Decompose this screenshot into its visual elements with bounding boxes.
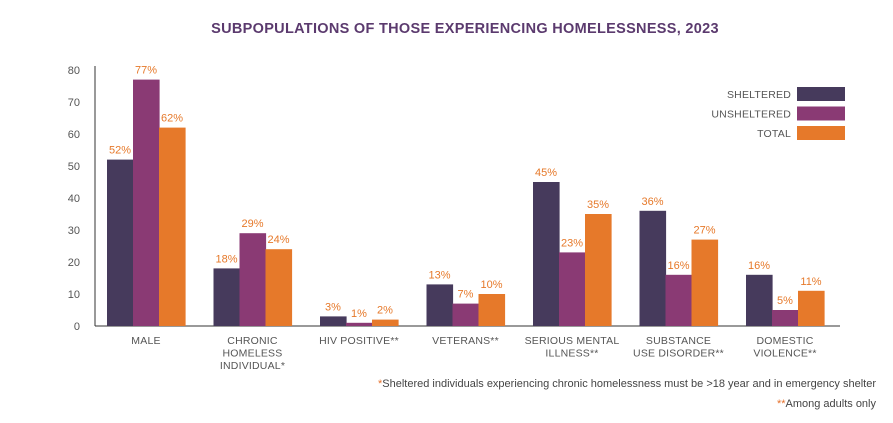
bar	[265, 249, 293, 326]
bar	[239, 233, 267, 326]
footnote-text: Sheltered individuals experiencing chron…	[382, 378, 876, 390]
data-label: 10%	[480, 279, 502, 291]
data-label: 36%	[641, 196, 663, 208]
data-label: 13%	[428, 269, 450, 281]
footnote-mark: **	[776, 398, 786, 410]
y-tick-label: 20	[68, 257, 80, 269]
chart-category-labels: MALE CHRONIC HOMELESS INDIVIDUAL* HIV POSITI…	[131, 335, 816, 372]
footnote-adults-only: **Among adults only	[777, 398, 876, 410]
x-tick-label: HIV POSITIVE**	[319, 335, 399, 347]
x-tick-label: DOMESTIC VIOLENCE**	[753, 335, 816, 360]
bar	[426, 284, 454, 326]
bar	[559, 252, 586, 326]
bar	[772, 310, 799, 326]
bar	[691, 239, 719, 326]
data-label: 27%	[693, 225, 715, 237]
data-label: 2%	[377, 305, 393, 317]
chart-legend: SHELTERED UNSHELTERED TOTAL	[711, 87, 845, 140]
bar	[320, 316, 347, 326]
legend-swatch	[797, 126, 845, 140]
bar	[133, 79, 160, 326]
bar	[585, 214, 612, 326]
legend-label: TOTAL	[757, 128, 791, 140]
data-label: 16%	[748, 260, 770, 272]
x-tick-label: SERIOUS MENTAL ILLNESS**	[525, 335, 620, 360]
bar	[372, 319, 399, 326]
y-tick-label: 10	[68, 289, 80, 301]
data-label: 5%	[777, 295, 793, 307]
footnote-mark: *	[377, 378, 383, 390]
chart-data-labels: 52% 77% 62% 18% 29% 24% 3% 1% 2% 13% 7% 10% 45% 23% 35…	[109, 65, 822, 320]
y-tick-label: 60	[68, 129, 80, 141]
y-tick-label: 40	[68, 193, 80, 205]
data-label: 3%	[325, 301, 341, 313]
legend-swatch	[797, 106, 845, 121]
data-label: 52%	[109, 145, 131, 157]
y-tick-label: 0	[74, 321, 80, 333]
data-label: 77%	[135, 65, 157, 77]
footnote-chronic: *Sheltered individuals experiencing chro…	[378, 378, 876, 390]
bar	[798, 290, 825, 326]
data-label: 62%	[161, 113, 183, 125]
legend-label: SHELTERED	[727, 89, 791, 101]
data-label: 35%	[587, 199, 609, 211]
y-tick-label: 30	[68, 225, 80, 237]
bar	[346, 322, 373, 326]
data-label: 18%	[215, 253, 237, 265]
legend-label: UNSHELTERED	[711, 109, 791, 121]
x-tick-label: SUBSTANCE USE DISORDER**	[633, 335, 724, 360]
data-label: 23%	[561, 237, 583, 249]
data-label: 11%	[800, 276, 821, 288]
bar	[452, 303, 480, 326]
x-tick-label: CHRONIC HOMELESS INDIVIDUAL*	[220, 335, 285, 372]
bar	[746, 274, 773, 326]
legend-swatch	[797, 87, 845, 101]
bar	[213, 268, 241, 326]
bar	[159, 127, 186, 326]
bar	[639, 210, 667, 326]
data-label: 29%	[241, 218, 263, 230]
bar	[107, 159, 134, 326]
data-label: 1%	[351, 308, 367, 320]
data-label: 24%	[267, 234, 289, 246]
y-tick-label: 70	[68, 97, 80, 109]
x-tick-label: MALE	[131, 335, 160, 347]
bar	[533, 182, 560, 326]
data-label: 16%	[667, 260, 689, 272]
chart-title: SUBPOPULATIONS OF THOSE EXPERIENCING HOM…	[211, 21, 719, 37]
data-label: 45%	[535, 167, 557, 179]
footnote-text: Among adults only	[785, 398, 877, 410]
bar	[478, 294, 506, 326]
bar	[665, 274, 693, 326]
chart-bars	[107, 79, 825, 326]
data-label: 7%	[458, 289, 474, 301]
y-tick-label: 80	[68, 65, 80, 77]
x-tick-label: VETERANS**	[432, 335, 499, 347]
y-tick-label: 50	[68, 161, 80, 173]
